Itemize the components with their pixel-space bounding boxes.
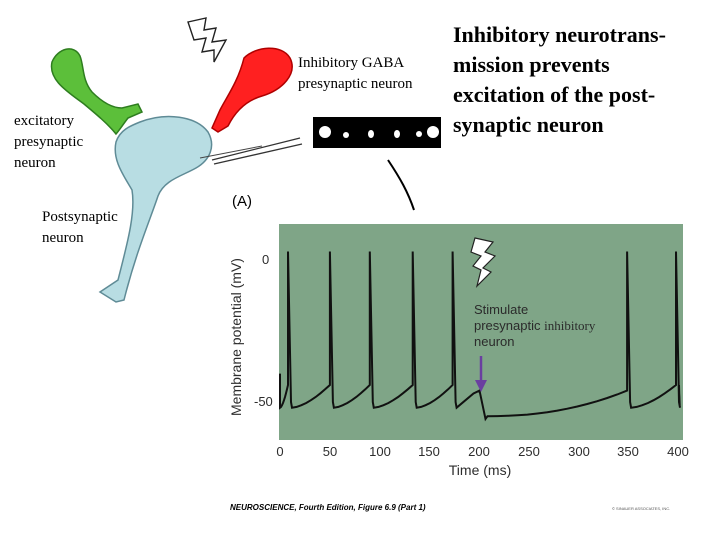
- x-tick-label: 250: [518, 444, 540, 459]
- y-tick-label: -50: [254, 394, 273, 409]
- stimulus-lightning-icon: [470, 237, 497, 288]
- y-axis-title: Membrane potential (mV): [228, 258, 244, 416]
- panel-label: (A): [232, 193, 252, 210]
- lightning-bolt-icon: [187, 17, 228, 63]
- y-tick-label: 0: [262, 252, 270, 267]
- stimulus-annotation: Stimulate presynaptic inhibitory neuron: [474, 302, 596, 349]
- x-tick-label: 350: [617, 444, 639, 459]
- spike-strip: [313, 117, 441, 148]
- figure-citation: NEUROSCIENCE, Fourth Edition, Figure 6.9…: [230, 503, 426, 512]
- postsynaptic-neuron: [98, 115, 213, 303]
- excitatory-neuron-label: excitatory presynaptic neuron: [14, 113, 84, 171]
- x-tick-label: 0: [276, 444, 284, 459]
- x-tick-label: 400: [667, 444, 689, 459]
- x-tick-label: 150: [418, 444, 440, 459]
- x-tick-label: 200: [468, 444, 490, 459]
- inhibitory-neuron: [211, 47, 293, 133]
- x-axis-title: Time (ms): [448, 462, 512, 478]
- plot-area: [279, 224, 683, 440]
- pointer-arrow-icon: [387, 159, 415, 211]
- membrane-potential-trace: [279, 251, 681, 422]
- electrode-icon: [211, 137, 301, 161]
- copyright-notice: © SINAUER ASSOCIATES, INC.: [612, 506, 671, 511]
- x-tick-label: 50: [322, 444, 338, 459]
- neuron-diagram: [50, 17, 415, 303]
- postsynaptic-neuron-label: Postsynaptic neuron: [42, 209, 118, 246]
- x-tick-label: 300: [568, 444, 590, 459]
- gaba-neuron-label: Inhibitory GABA presynaptic neuron: [298, 55, 413, 92]
- excitatory-neuron: [50, 48, 144, 136]
- slide-title: Inhibitory neurotrans- mission prevents …: [453, 22, 666, 137]
- x-tick-label: 100: [369, 444, 391, 459]
